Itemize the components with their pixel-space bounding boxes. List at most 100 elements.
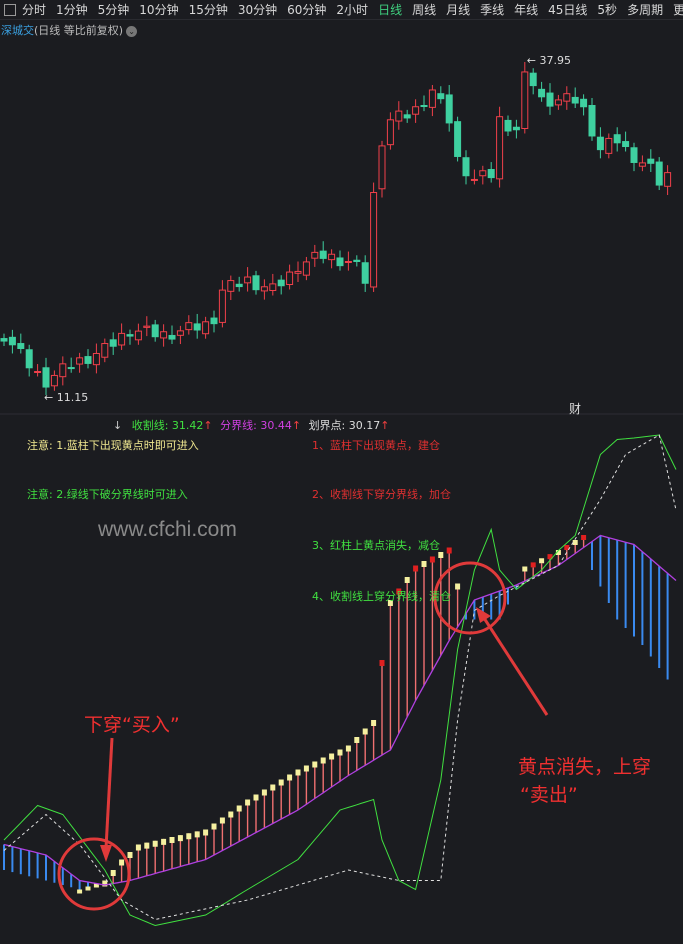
candle xyxy=(277,279,285,287)
candle xyxy=(269,283,277,292)
candle xyxy=(386,119,394,146)
note-right-1: 1、蓝柱下出现黄点，建仓 xyxy=(312,439,440,452)
candle xyxy=(370,192,378,288)
period-tab-3[interactable]: 10分钟 xyxy=(139,3,179,17)
candle xyxy=(420,105,428,108)
candle xyxy=(67,367,75,370)
note-left-2: 注意: 2.绿线下破分界线时可进入 xyxy=(27,488,188,501)
yellow-dot xyxy=(572,540,578,545)
candle xyxy=(294,270,302,274)
candles xyxy=(0,62,672,396)
watermark: www.cfchi.com xyxy=(98,518,237,541)
note-right-2: 2、收割线下穿分界线，加仓 xyxy=(312,488,451,501)
candle xyxy=(143,325,151,328)
candle xyxy=(630,147,638,163)
candle xyxy=(596,136,604,151)
period-tab-16[interactable]: 更多 xyxy=(673,3,683,17)
candle xyxy=(361,262,369,284)
yellow-dot xyxy=(312,761,318,768)
period-tab-15[interactable]: 多周期 xyxy=(627,3,664,17)
period-tab-10[interactable]: 月线 xyxy=(446,3,471,17)
candle xyxy=(395,110,403,122)
yellow-dot xyxy=(295,769,301,776)
period-tab-13[interactable]: 45日线 xyxy=(548,3,588,17)
period-tab-0[interactable]: 分时 xyxy=(22,3,47,17)
yellow-dot xyxy=(152,840,158,847)
buy-annotation: 下穿“买入” xyxy=(84,714,180,736)
candle xyxy=(580,98,588,108)
period-tab-2[interactable]: 5分钟 xyxy=(97,3,130,17)
candle xyxy=(344,261,352,264)
candle xyxy=(462,157,470,177)
period-tab-5[interactable]: 30分钟 xyxy=(237,3,278,17)
candle xyxy=(25,349,33,369)
yellow-dot xyxy=(564,545,570,550)
period-tab-7[interactable]: 2小时 xyxy=(336,3,369,17)
candle xyxy=(437,93,445,100)
candle xyxy=(17,343,25,350)
yellow-dot xyxy=(253,794,259,801)
yellow-dot xyxy=(547,554,553,560)
candle xyxy=(588,105,596,137)
yellow-dot xyxy=(270,784,276,791)
buy-arrow-head xyxy=(100,845,112,862)
yellow-dot xyxy=(110,870,116,876)
candle xyxy=(538,88,546,98)
high-price-label: ← 37.95 xyxy=(526,54,572,67)
candle xyxy=(403,114,411,119)
stock-name[interactable]: 深城交 xyxy=(1,24,34,37)
yellow-dot xyxy=(581,535,587,540)
boundary-line xyxy=(3,534,677,886)
yellow-dot xyxy=(421,561,427,567)
period-tab-4[interactable]: 15分钟 xyxy=(188,3,228,17)
candle xyxy=(202,321,210,335)
period-tab-14[interactable]: 5秒 xyxy=(597,3,618,17)
candle xyxy=(176,330,184,336)
candle xyxy=(252,275,260,291)
yellow-dot xyxy=(102,880,108,887)
candle xyxy=(302,261,310,276)
yellow-dot xyxy=(211,823,217,830)
sell-arrow xyxy=(482,617,549,716)
candle xyxy=(622,141,630,148)
period-tab-1[interactable]: 1分钟 xyxy=(56,3,88,17)
yellow-dot xyxy=(320,757,326,764)
candle xyxy=(244,276,252,284)
candle xyxy=(504,119,512,132)
candle xyxy=(34,371,42,374)
harvest-line xyxy=(3,434,677,927)
note-right-4: 4、收割线上穿分界线，清仓 xyxy=(312,590,451,603)
candle xyxy=(151,324,159,338)
candle xyxy=(118,332,126,346)
candle xyxy=(227,280,235,292)
candle xyxy=(84,356,92,364)
yellow-dot xyxy=(236,805,242,812)
yellow-dot xyxy=(194,831,200,838)
candle xyxy=(42,367,50,388)
yellow-dot xyxy=(522,566,528,572)
candle xyxy=(311,251,319,259)
finance-marker[interactable]: 财 xyxy=(569,402,582,416)
yellow-dot xyxy=(144,842,150,849)
chevron-down-icon[interactable]: ⌄ xyxy=(126,25,138,37)
candle xyxy=(210,317,218,325)
yellow-dot xyxy=(345,745,351,752)
arrow-up-icon: ↑ xyxy=(380,419,390,432)
candle xyxy=(563,93,571,102)
period-tab-12[interactable]: 年线 xyxy=(514,3,539,17)
period-tab-8[interactable]: 日线 xyxy=(378,3,403,17)
yellow-dot xyxy=(379,660,385,666)
yellow-dot xyxy=(261,789,267,796)
period-tab-9[interactable]: 周线 xyxy=(412,3,437,17)
yellow-dot xyxy=(278,779,284,786)
yellow-dot xyxy=(455,583,461,590)
yellow-dot xyxy=(329,753,335,760)
period-tab-6[interactable]: 60分钟 xyxy=(287,3,327,17)
period-tab-11[interactable]: 季线 xyxy=(480,3,505,17)
candle xyxy=(554,99,562,106)
sidebar-toggle-icon[interactable] xyxy=(4,3,16,16)
yellow-dot xyxy=(287,774,293,781)
candle xyxy=(613,134,621,144)
yellow-dot xyxy=(530,562,536,568)
